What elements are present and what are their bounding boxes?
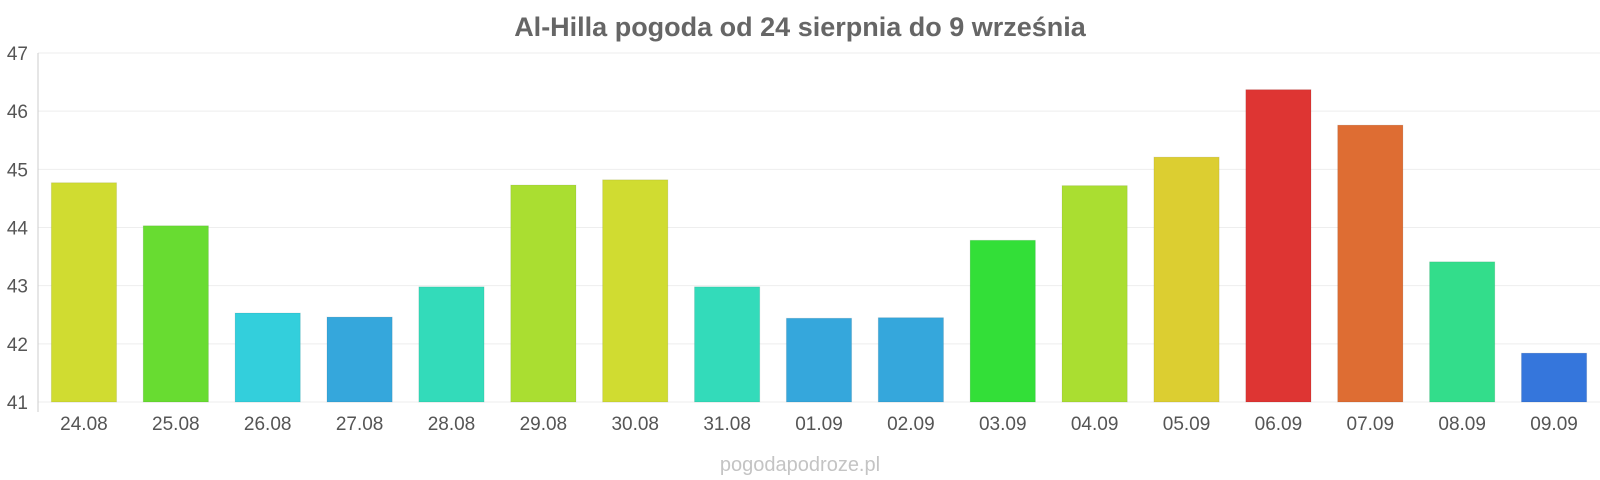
x-tick-label: 06.09 xyxy=(1255,414,1303,435)
x-tick-label: 03.09 xyxy=(979,414,1027,435)
bar-08.09 xyxy=(1429,261,1496,403)
x-tick-label: 24.08 xyxy=(60,414,108,435)
bar-02.09 xyxy=(877,317,945,403)
x-tick-label: 26.08 xyxy=(244,414,292,435)
bar-01.09 xyxy=(785,317,853,403)
bar-03.09 xyxy=(969,239,1036,403)
y-tick-label: 44 xyxy=(7,219,29,240)
y-tick-label: 43 xyxy=(7,277,28,298)
bar-26.08 xyxy=(234,312,301,403)
bars xyxy=(50,89,1588,403)
x-tick-label: 31.08 xyxy=(703,414,751,435)
x-tick-label: 09.09 xyxy=(1530,414,1578,435)
x-tick-label: 28.08 xyxy=(428,414,476,435)
bar-25.08 xyxy=(142,225,209,403)
bar-27.08 xyxy=(326,316,393,403)
bar-28.08 xyxy=(418,286,485,403)
x-tick-label: 08.09 xyxy=(1438,414,1486,435)
x-tick-label: 04.09 xyxy=(1071,414,1119,435)
y-tick-label: 45 xyxy=(7,160,28,181)
y-tick-label: 42 xyxy=(7,335,28,356)
bar-09.09 xyxy=(1520,352,1588,403)
bar-06.09 xyxy=(1245,89,1312,403)
chart-title: Al-Hilla pogoda od 24 sierpnia do 9 wrze… xyxy=(514,12,1087,42)
x-tick-label: 29.08 xyxy=(520,414,568,435)
bar-30.08 xyxy=(602,179,669,403)
y-axis: 41 42 43 44 45 46 47 xyxy=(7,44,39,414)
x-tick-label: 01.09 xyxy=(795,414,843,435)
x-tick-label: 30.08 xyxy=(611,414,659,435)
x-tick-label: 02.09 xyxy=(887,414,935,435)
y-tick-label: 46 xyxy=(7,102,28,123)
bar-05.09 xyxy=(1153,156,1220,403)
bar-04.09 xyxy=(1061,185,1128,403)
x-axis: 24.08 25.08 26.08 27.08 28.08 29.08 30.08 31.08… xyxy=(60,414,1578,435)
bar-24.08 xyxy=(50,182,118,403)
bar-07.09 xyxy=(1337,124,1404,403)
x-tick-label: 07.09 xyxy=(1347,414,1395,435)
site-watermark: pogodapodroze.pl xyxy=(720,454,880,476)
y-tick-label: 41 xyxy=(7,393,28,414)
x-tick-label: 27.08 xyxy=(336,414,384,435)
y-tick-label: 47 xyxy=(7,44,28,65)
x-tick-label: 25.08 xyxy=(152,414,200,435)
x-tick-label: 05.09 xyxy=(1163,414,1211,435)
bar-31.08 xyxy=(693,286,761,403)
bar-29.08 xyxy=(510,184,577,403)
